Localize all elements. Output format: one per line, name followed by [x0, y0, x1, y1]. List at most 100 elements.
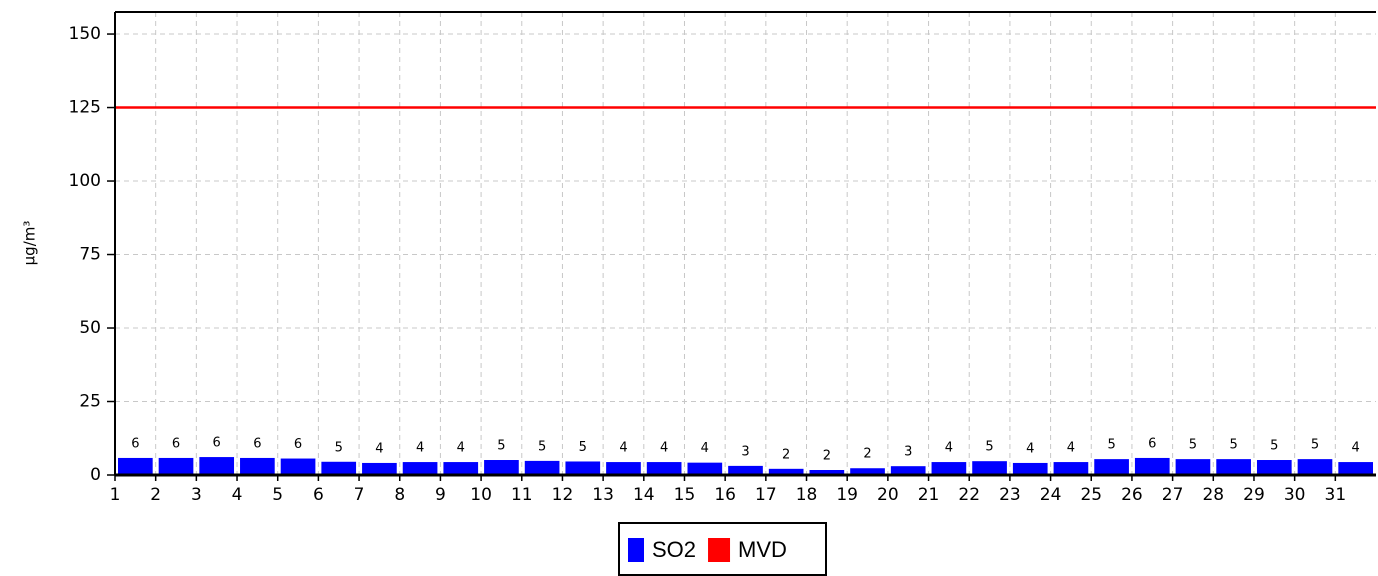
x-tick-label: 22	[958, 485, 980, 505]
bar	[1012, 462, 1048, 475]
x-tick-label: 9	[435, 485, 446, 505]
x-tick-label: 23	[999, 485, 1021, 505]
value-label: 6	[172, 436, 180, 451]
bar	[646, 462, 682, 475]
value-label: 6	[1148, 436, 1156, 451]
x-tick-label: 8	[394, 485, 405, 505]
value-label: 4	[701, 441, 709, 456]
x-tick-label: 17	[755, 485, 777, 505]
y-axis-label: µg/m³	[21, 221, 39, 266]
value-label: 5	[335, 440, 343, 455]
x-tick-label: 11	[511, 485, 533, 505]
legend-label: MVD	[738, 537, 787, 562]
value-label: 2	[863, 447, 871, 462]
x-tick-label: 18	[796, 485, 818, 505]
value-label: 4	[375, 441, 383, 456]
x-tick-label: 5	[272, 485, 283, 505]
bar	[1338, 462, 1373, 475]
y-tick-label: 25	[79, 392, 101, 412]
x-tick-label: 14	[633, 485, 655, 505]
bar	[1094, 459, 1129, 475]
value-label: 6	[213, 436, 221, 451]
x-tick-label: 30	[1284, 485, 1306, 505]
bar	[931, 462, 967, 475]
x-tick-label: 27	[1162, 485, 1184, 505]
value-label: 4	[416, 441, 424, 456]
x-tick-label: 24	[1040, 485, 1062, 505]
y-tick-label: 50	[79, 318, 101, 338]
bar	[484, 460, 519, 475]
value-label: 6	[253, 436, 261, 451]
bar	[362, 462, 397, 475]
value-label: 2	[782, 447, 790, 462]
value-label: 4	[1352, 441, 1360, 456]
value-label: 4	[1026, 441, 1034, 456]
bar	[687, 462, 723, 475]
bar	[565, 461, 601, 475]
value-label: 6	[131, 436, 139, 451]
bar	[1256, 460, 1292, 475]
bar	[809, 470, 845, 475]
bar	[118, 457, 153, 475]
x-tick-label: 2	[150, 485, 161, 505]
value-label: 5	[497, 439, 505, 454]
y-tick-label: 100	[69, 171, 101, 191]
value-label: 4	[945, 441, 953, 456]
x-tick-label: 12	[552, 485, 574, 505]
bar	[768, 468, 804, 475]
x-tick-label: 15	[674, 485, 696, 505]
legend-label: SO2	[652, 537, 696, 562]
x-tick-label: 28	[1202, 485, 1224, 505]
value-label: 6	[294, 437, 302, 452]
y-tick-label: 75	[79, 245, 101, 265]
value-label: 5	[579, 440, 587, 455]
bar	[606, 462, 641, 475]
x-tick-label: 4	[232, 485, 243, 505]
value-label: 5	[1107, 438, 1115, 453]
bar	[402, 462, 438, 475]
bar	[972, 461, 1007, 475]
x-tick-label: 21	[918, 485, 940, 505]
x-tick-label: 16	[714, 485, 736, 505]
bar	[890, 466, 926, 475]
x-tick-label: 20	[877, 485, 899, 505]
value-label: 4	[457, 441, 465, 456]
value-label: 5	[985, 440, 993, 455]
y-tick-label: 0	[90, 465, 101, 485]
legend-swatch	[628, 538, 644, 562]
bar	[850, 468, 885, 475]
bar	[524, 460, 560, 475]
bar	[199, 457, 235, 475]
x-tick-label: 10	[470, 485, 492, 505]
bar	[1134, 457, 1170, 475]
bar	[1175, 459, 1211, 475]
x-tick-label: 25	[1080, 485, 1102, 505]
value-label: 5	[1229, 438, 1237, 453]
bar	[1053, 462, 1089, 475]
legend-swatch	[708, 538, 731, 562]
y-tick-label: 125	[69, 98, 101, 118]
value-label: 4	[660, 441, 668, 456]
value-label: 5	[538, 439, 546, 454]
x-tick-label: 26	[1121, 485, 1143, 505]
x-tick-label: 7	[354, 485, 365, 505]
value-label: 5	[1270, 439, 1278, 454]
x-tick-label: 3	[191, 485, 202, 505]
bar	[1216, 459, 1251, 475]
value-label: 4	[1067, 441, 1075, 456]
x-tick-label: 31	[1325, 485, 1347, 505]
value-label: 5	[1189, 438, 1197, 453]
bar	[158, 457, 194, 475]
value-label: 4	[619, 441, 627, 456]
bar	[1297, 459, 1333, 475]
bar	[728, 465, 763, 475]
x-tick-label: 29	[1243, 485, 1265, 505]
bar	[321, 461, 357, 475]
x-tick-label: 1	[110, 485, 121, 505]
value-label: 2	[823, 449, 831, 464]
bar	[443, 462, 479, 475]
x-tick-label: 13	[592, 485, 614, 505]
y-tick-label: 150	[69, 24, 101, 44]
